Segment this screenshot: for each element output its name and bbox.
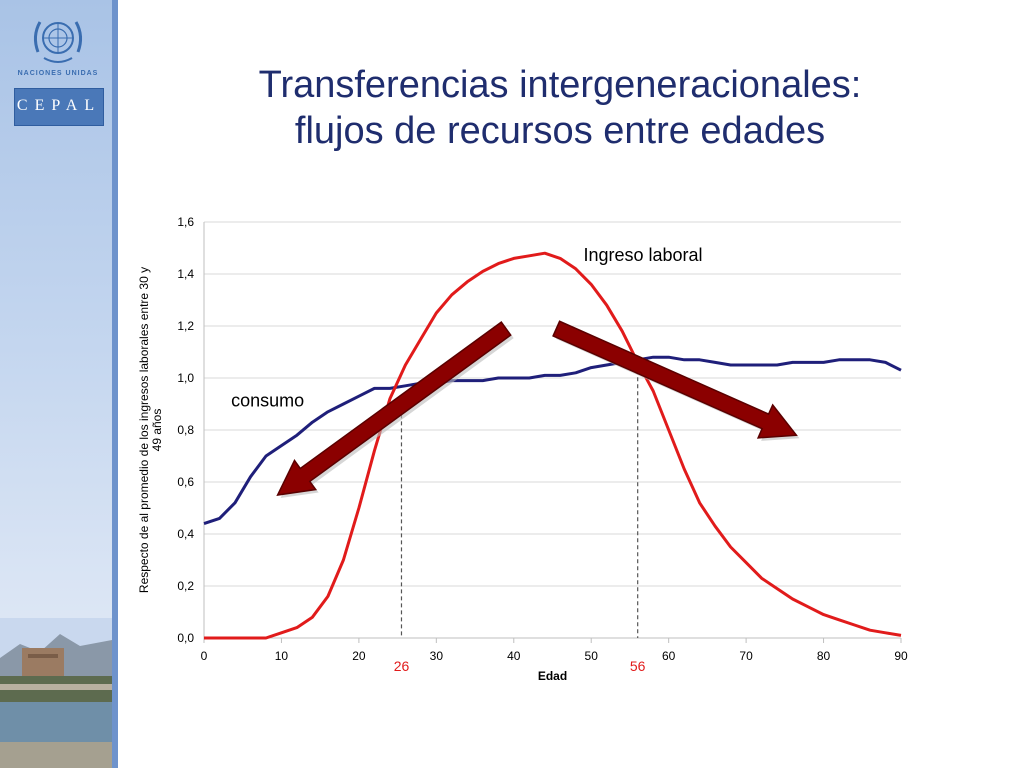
y-axis-label-line: Respecto de al promedio de los ingresos … [137, 267, 151, 593]
y-tick-label: 1,6 [177, 215, 194, 229]
x-tick-label: 70 [739, 649, 753, 663]
x-tick-label: 10 [275, 649, 289, 663]
ingreso-laboral-series-line [204, 251, 902, 640]
y-tick-label: 0,0 [177, 631, 194, 645]
reference-lines: 26 56 [394, 370, 646, 674]
building-photo [0, 618, 112, 768]
x-tick-label: 20 [352, 649, 366, 663]
x-tick-label: 90 [894, 649, 908, 663]
x-tick-label: 0 [201, 649, 208, 663]
page-title: Transferencias intergeneracionales: fluj… [150, 62, 970, 154]
y-tick-label: 1,0 [177, 371, 194, 385]
y-axis-label: Respecto de al promedio de los ingresos … [137, 267, 164, 593]
y-tick-label: 0,4 [177, 527, 194, 541]
chart-annotations: consumo Ingreso laboral [231, 245, 702, 411]
y-axis-label-line: 49 años [150, 409, 164, 452]
x-axis-ticks: 0 10 20 30 40 50 60 70 80 90 [201, 638, 908, 663]
reference-label: 56 [630, 658, 646, 674]
annotation-label: consumo [231, 391, 304, 411]
chart-grid [203, 221, 901, 639]
y-tick-label: 0,6 [177, 475, 194, 489]
trend-arrow [276, 321, 512, 496]
un-logo-text: NACIONES UNIDAS [17, 70, 99, 77]
y-tick-label: 0,2 [177, 579, 194, 593]
chart-series [203, 251, 902, 640]
y-tick-label: 0,8 [177, 423, 194, 437]
sidebar-edge [112, 0, 118, 768]
x-tick-label: 40 [507, 649, 521, 663]
life-cycle-chart: 0,0 0,2 0,4 0,6 0,8 1,0 1,2 1,4 1,6 0 10 20 30 40 50 6… [137, 215, 908, 683]
title-line-1: Transferencias intergeneracionales: [258, 64, 862, 106]
un-emblem-icon [33, 21, 83, 63]
x-tick-label: 60 [662, 649, 676, 663]
reference-label: 26 [394, 658, 410, 674]
annotation-label: Ingreso laboral [583, 245, 702, 265]
title-line-2: flujos de recursos entre edades [294, 110, 826, 152]
chart-arrows [276, 320, 800, 498]
y-tick-label: 1,4 [177, 267, 194, 281]
y-axis-ticks: 0,0 0,2 0,4 0,6 0,8 1,0 1,2 1,4 1,6 [177, 215, 194, 645]
y-tick-label: 1,2 [177, 319, 194, 333]
x-axis-label: Edad [538, 669, 567, 683]
x-tick-label: 50 [585, 649, 599, 663]
cepal-logo: CEPAL [14, 88, 104, 126]
x-tick-label: 80 [817, 649, 831, 663]
consumo-series-line [203, 355, 902, 526]
trend-arrow [552, 320, 798, 439]
cepal-logo-text: CEPAL [16, 97, 102, 114]
x-tick-label: 30 [430, 649, 444, 663]
